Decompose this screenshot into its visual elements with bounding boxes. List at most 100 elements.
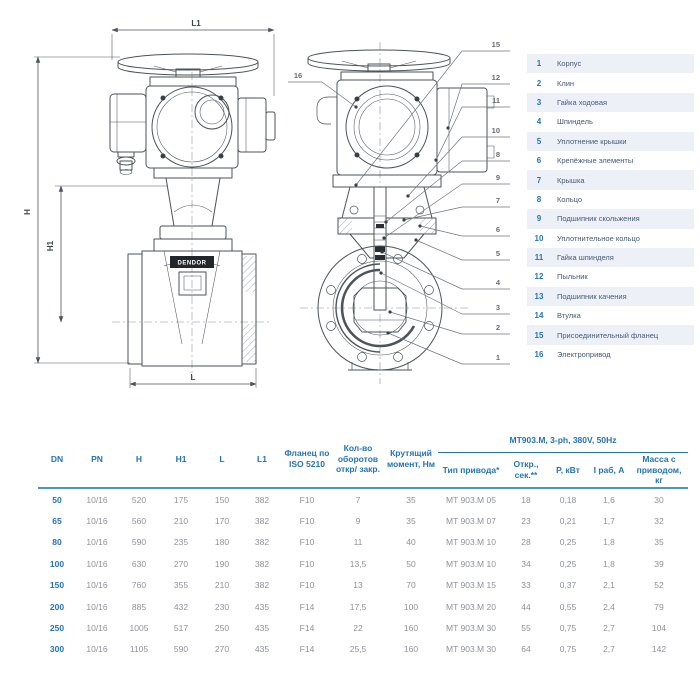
cell: 590 <box>173 644 189 655</box>
cell: 517 <box>173 622 189 633</box>
cell: 79 <box>654 601 664 612</box>
callout-number: 3 <box>496 303 500 312</box>
cell: 180 <box>214 537 230 548</box>
cell: 382 <box>254 515 270 526</box>
callout-number: 4 <box>496 278 501 287</box>
part-name: Кольцо <box>557 194 583 204</box>
callout-target-dot <box>418 224 422 228</box>
cell: 210 <box>173 515 189 526</box>
cell: 2,1 <box>603 580 615 591</box>
spec-table-header: DN PN H H1 L L1 Фланец по ISO 5210 Кол-в… <box>38 431 688 488</box>
part-number: 7 <box>536 175 542 185</box>
part-name: Подшипник качения <box>557 291 627 301</box>
col-header-l1: L1 <box>257 453 267 464</box>
callout-leaders: 15 12 11 10 8 9 7 6 5 4 3 2 1 <box>354 40 510 365</box>
cell: 0,55 <box>559 601 577 612</box>
cell: 13 <box>353 580 363 591</box>
cell-dn: 250 <box>49 622 65 633</box>
callout-number: 9 <box>496 173 500 182</box>
technical-drawing: DENDOR L1 H H1 L <box>23 19 510 388</box>
part-name: Присоединительный фланец <box>557 330 659 340</box>
parts-list-item: 1 Корпус <box>527 54 694 74</box>
callout-16: 16 <box>288 71 358 109</box>
callout-number: 5 <box>496 249 500 258</box>
cell: 10/16 <box>86 537 108 548</box>
cell: 235 <box>173 537 189 548</box>
part-name: Уплотнительное кольцо <box>557 233 640 243</box>
cell: 150 <box>214 494 230 505</box>
part-number: 2 <box>536 78 542 88</box>
cell: 10/16 <box>86 515 108 526</box>
callout-number: 11 <box>492 96 500 105</box>
callout-target-dot <box>434 158 438 162</box>
dimension-label-l1: L1 <box>191 19 201 28</box>
valve-section-view: 16 15 12 11 10 8 9 7 6 5 4 3 2 1 <box>288 40 510 384</box>
part-name: Электропривод <box>557 350 611 360</box>
cell: 2,7 <box>603 622 615 633</box>
cell: MT 903.M 05 <box>446 494 496 505</box>
cell: 33 <box>521 580 531 591</box>
flanged-body-section <box>317 245 443 371</box>
col-header-power: P, кВт <box>556 464 580 475</box>
part-name: Гайка шпинделя <box>557 253 614 263</box>
cell: 1,6 <box>603 494 615 505</box>
callout-leader-line <box>407 136 510 197</box>
cell: MT 903.M 20 <box>446 601 496 612</box>
cell: F10 <box>299 494 315 505</box>
table-row: 80 10/16 590 235 180 382 F10 11 40 MT 903.M 10 28 0… <box>38 532 688 553</box>
parts-list: 1 Корпус 2 Клин 3 Гайка ходовая 4 Шпинде… <box>527 54 694 364</box>
valve-yoke <box>153 167 233 252</box>
callout-number: 1 <box>496 353 500 362</box>
part-name: Гайка ходовая <box>557 97 608 107</box>
cell: 435 <box>254 622 270 633</box>
cell: 382 <box>254 494 270 505</box>
cell: 55 <box>521 622 531 633</box>
cell: 250 <box>214 622 230 633</box>
cell: F10 <box>299 558 315 569</box>
cell: 28 <box>521 537 531 548</box>
col-header-pn: PN <box>91 453 103 464</box>
cell: 13,5 <box>349 558 367 569</box>
cell: 270 <box>214 644 230 655</box>
dimension-lines: L1 H H1 L <box>23 19 275 388</box>
cell: 30 <box>654 494 664 505</box>
col-header-h: H <box>135 453 143 464</box>
part-name: Крышка <box>557 175 585 185</box>
callout-number: 6 <box>496 225 500 234</box>
dimension-label-h1: H1 <box>46 240 55 251</box>
parts-list-item: 13 Подшипник качения <box>527 286 694 307</box>
cell-dn: 65 <box>52 515 62 526</box>
cell: 1,7 <box>603 515 615 526</box>
callout-target-dot <box>402 218 406 222</box>
cell: 11 <box>353 537 363 548</box>
col-header-dn: DN <box>50 453 64 464</box>
cell: 520 <box>131 494 147 505</box>
cable-gland <box>116 151 136 175</box>
part-number: 3 <box>536 97 542 107</box>
cell: 760 <box>131 580 147 591</box>
cell: 0,21 <box>559 515 577 526</box>
part-number: 16 <box>534 350 544 360</box>
cell: 0,18 <box>559 494 577 505</box>
callout-target-dot <box>382 236 386 240</box>
cell: MT 903.M 15 <box>446 580 496 591</box>
parts-list-item: 7 Крышка <box>527 170 694 190</box>
cell-dn: 50 <box>52 494 62 505</box>
cell: 104 <box>651 622 667 633</box>
callout-target-dot <box>386 331 390 335</box>
cell: 355 <box>173 580 189 591</box>
cell: F10 <box>299 580 315 591</box>
part-name: Пыльник <box>557 272 588 282</box>
table-row: 200 10/16 885 432 230 435 F14 17,5 100 MT 903.M 2… <box>38 596 688 617</box>
cell: MT 903.M 30 <box>446 622 496 633</box>
cell: 175 <box>173 494 189 505</box>
part-name: Втулка <box>557 311 581 321</box>
table-row: 50 10/16 520 175 150 382 F10 7 35 MT 903.M 05 18 0,… <box>38 488 688 510</box>
col-header-torque: Крутящий момент, Нм <box>386 448 436 469</box>
parts-list-item: 15 Присоединительный фланец <box>527 325 694 345</box>
cell: 190 <box>214 558 230 569</box>
part-number: 11 <box>534 253 544 263</box>
parts-list-item: 3 Гайка ходовая <box>527 92 694 113</box>
cell: 630 <box>131 558 147 569</box>
cell: 39 <box>654 558 664 569</box>
